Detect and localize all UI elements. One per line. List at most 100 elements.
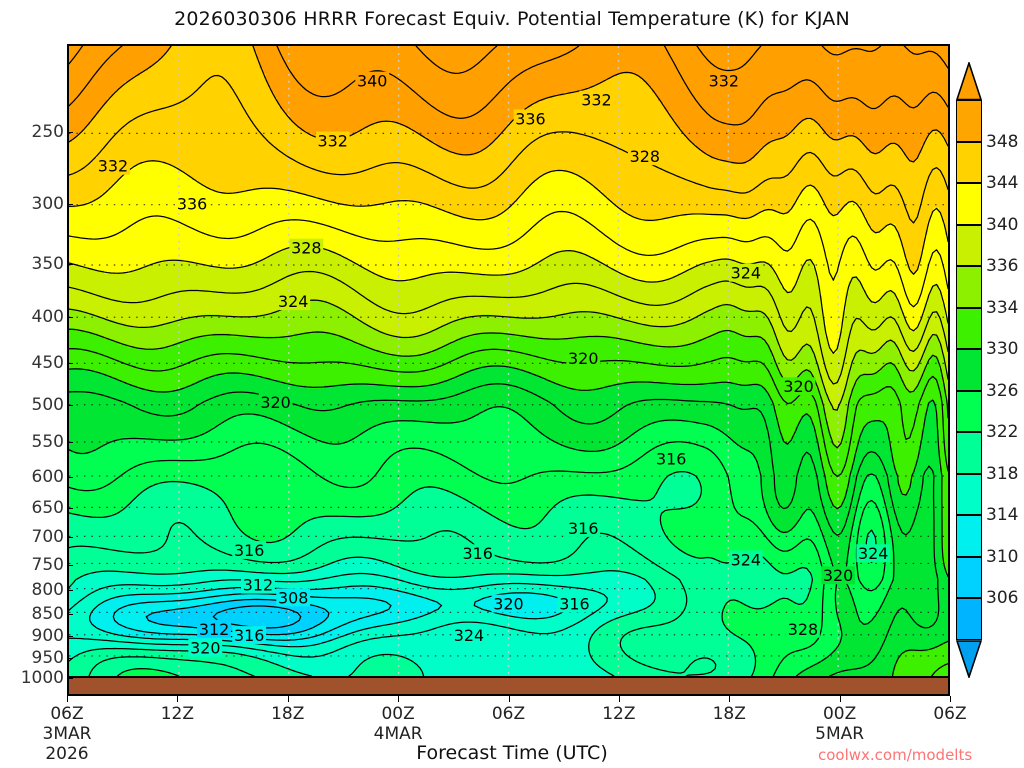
y-tick-mark bbox=[67, 404, 73, 406]
y-tick-label: 550 bbox=[31, 432, 64, 453]
y-tick-label: 400 bbox=[31, 307, 64, 328]
x-tick-time: 06Z bbox=[491, 704, 526, 724]
y-tick-mark bbox=[67, 476, 73, 478]
y-tick-mark bbox=[67, 636, 73, 638]
svg-text:320: 320 bbox=[260, 393, 290, 412]
x-tick-group: 12Z bbox=[602, 704, 635, 724]
svg-text:328: 328 bbox=[788, 620, 818, 639]
svg-text:340: 340 bbox=[357, 72, 387, 91]
x-tick-time: 00Z bbox=[381, 704, 415, 724]
y-tick-label: 500 bbox=[31, 394, 64, 415]
x-tick-group: 18Z bbox=[271, 704, 304, 724]
svg-text:332: 332 bbox=[581, 91, 611, 110]
y-tick-mark bbox=[67, 590, 73, 592]
colorbar-segment[interactable] bbox=[956, 100, 982, 142]
y-tick-mark bbox=[67, 508, 73, 510]
x-tick-date: 5MAR bbox=[815, 724, 865, 744]
colorbar-segment[interactable] bbox=[956, 141, 982, 184]
colorbar-segment[interactable] bbox=[956, 307, 982, 350]
colorbar-tick-label: 326 bbox=[986, 380, 1019, 401]
y-tick-label: 300 bbox=[31, 193, 64, 214]
y-tick-label: 600 bbox=[31, 466, 64, 487]
colorbar-segment[interactable] bbox=[956, 515, 982, 557]
x-tick-mark bbox=[508, 696, 510, 702]
colorbar-tick-label: 336 bbox=[986, 256, 1019, 277]
x-tick-year: 2026 bbox=[45, 744, 89, 764]
svg-text:316: 316 bbox=[559, 595, 589, 614]
svg-text:312: 312 bbox=[199, 620, 229, 639]
svg-text:328: 328 bbox=[291, 239, 321, 258]
x-tick-group: 12Z bbox=[161, 704, 194, 724]
colorbar-segment[interactable] bbox=[956, 349, 982, 391]
colorbar-segment[interactable] bbox=[956, 183, 982, 225]
colorbar-segment[interactable] bbox=[956, 390, 982, 433]
colorbar-arrow-high bbox=[955, 60, 983, 101]
y-axis: 250 300 350 400 450 500 550 600 650 700 750 800 850 9… bbox=[0, 0, 64, 768]
svg-text:320: 320 bbox=[823, 566, 853, 585]
colorbar-tick-label: 330 bbox=[986, 339, 1019, 360]
x-tick-group: 18Z bbox=[713, 704, 746, 724]
x-tick-mark bbox=[839, 696, 841, 702]
y-tick-mark bbox=[67, 657, 73, 659]
y-tick-mark bbox=[67, 203, 73, 205]
svg-text:320: 320 bbox=[190, 639, 220, 658]
svg-text:332: 332 bbox=[317, 131, 347, 150]
y-tick-label: 850 bbox=[31, 603, 64, 624]
colorbar-segment[interactable] bbox=[956, 432, 982, 474]
svg-text:336: 336 bbox=[515, 109, 545, 128]
colorbar-segment[interactable] bbox=[956, 556, 982, 599]
page-title: 2026030306 HRRR Forecast Equiv. Potentia… bbox=[174, 8, 850, 30]
svg-text:324: 324 bbox=[278, 292, 308, 311]
contour-labels: 3323363323283403363323323283243243203203… bbox=[96, 72, 891, 658]
y-tick-mark bbox=[67, 363, 73, 365]
colorbar-tick-label: 306 bbox=[986, 588, 1019, 609]
x-tick-mark bbox=[729, 696, 731, 702]
x-tick-group: 06Z bbox=[933, 704, 966, 724]
svg-text:316: 316 bbox=[234, 541, 264, 560]
colorbar-tick-label: 334 bbox=[986, 297, 1019, 318]
svg-text:312: 312 bbox=[243, 576, 273, 595]
contour-plot-area: 332 336 332 328 340 336 332 332 328 324 324 320 320 3… bbox=[67, 44, 950, 678]
x-tick-mark bbox=[618, 696, 620, 702]
y-tick-label: 800 bbox=[31, 580, 64, 601]
x-tick-mark bbox=[398, 696, 400, 702]
colorbar-segment[interactable] bbox=[956, 598, 982, 640]
x-tick-mark bbox=[177, 696, 179, 702]
x-tick-mark bbox=[287, 696, 289, 702]
x-tick-time: 06Z bbox=[50, 704, 84, 724]
svg-text:320: 320 bbox=[568, 349, 598, 368]
svg-text:336: 336 bbox=[177, 194, 207, 213]
x-tick-group: 06Z 3MAR 2026 bbox=[43, 704, 92, 764]
x-tick-group: 06Z bbox=[492, 704, 525, 724]
colorbar-tick-label: 344 bbox=[986, 173, 1019, 194]
colorbar-tick-label: 322 bbox=[986, 422, 1019, 443]
terrain-band bbox=[67, 678, 950, 696]
y-tick-label: 350 bbox=[31, 254, 64, 275]
colorbar[interactable]: 306 310 314 318 322 326 330 334 336 340 344 348 bbox=[955, 60, 1018, 680]
y-tick-mark bbox=[67, 442, 73, 444]
colorbar-tick-label: 340 bbox=[986, 214, 1019, 235]
x-tick-mark bbox=[67, 696, 68, 702]
colorbar-arrow-low bbox=[955, 640, 983, 680]
x-tick-date: 3MAR bbox=[42, 724, 92, 744]
svg-text:316: 316 bbox=[234, 626, 264, 645]
x-tick-time: 06Z bbox=[933, 704, 967, 724]
svg-text:324: 324 bbox=[858, 544, 888, 563]
y-tick-mark bbox=[67, 264, 73, 266]
x-tick-time: 12Z bbox=[160, 704, 195, 724]
y-tick-mark bbox=[67, 537, 73, 539]
y-tick-mark bbox=[67, 613, 73, 615]
svg-text:324: 324 bbox=[731, 264, 761, 283]
svg-text:316: 316 bbox=[656, 450, 686, 469]
y-tick-mark bbox=[67, 564, 73, 566]
colorbar-segment[interactable] bbox=[956, 224, 982, 267]
x-tick-time: 18Z bbox=[271, 704, 305, 724]
svg-text:308: 308 bbox=[278, 588, 308, 607]
colorbar-segment[interactable] bbox=[956, 266, 982, 308]
y-tick-label: 750 bbox=[31, 554, 64, 575]
colorbar-tick-label: 310 bbox=[986, 546, 1019, 567]
y-tick-label: 1000 bbox=[20, 668, 64, 688]
x-tick-time: 12Z bbox=[602, 704, 636, 724]
colorbar-segment[interactable] bbox=[956, 473, 982, 516]
